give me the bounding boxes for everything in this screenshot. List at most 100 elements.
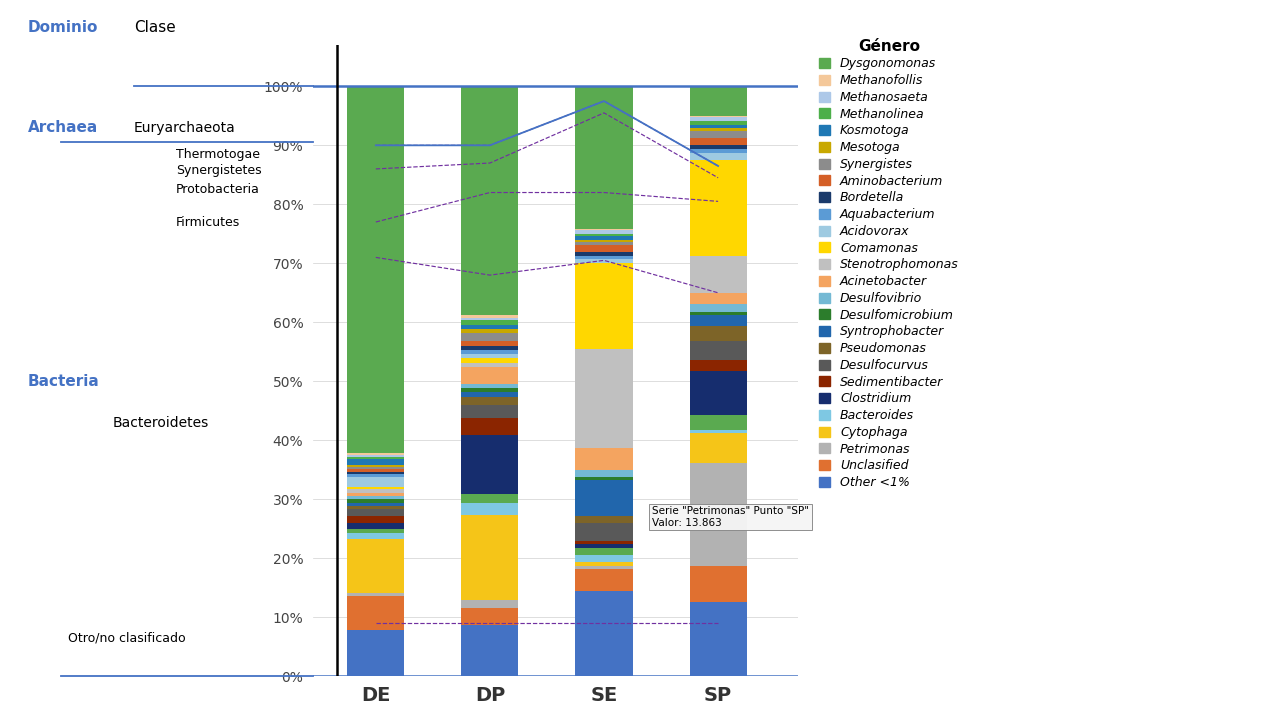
Bar [347, 523, 404, 529]
Bar [347, 593, 404, 596]
Bar [347, 596, 404, 629]
Bar [575, 548, 633, 555]
Bar [575, 230, 633, 234]
Bar [689, 256, 746, 293]
Bar [575, 566, 633, 570]
Bar [462, 354, 518, 359]
Bar [347, 456, 404, 459]
Bar [462, 320, 518, 325]
Bar [462, 392, 518, 397]
Bar [462, 388, 518, 392]
Bar [689, 463, 746, 565]
Bar [575, 480, 633, 516]
Text: Thermotogae: Thermotogae [176, 148, 260, 161]
Bar [347, 469, 404, 472]
Bar [347, 454, 404, 455]
Bar [689, 433, 746, 463]
Text: Bacteroidetes: Bacteroidetes [112, 415, 208, 430]
Bar [462, 350, 518, 354]
Text: Firmicutes: Firmicutes [176, 215, 240, 228]
Text: Otro/no clasificado: Otro/no clasificado [68, 631, 185, 644]
Bar [347, 496, 404, 500]
Bar [347, 503, 404, 506]
Bar [347, 629, 404, 676]
Bar [689, 138, 746, 145]
Bar [689, 565, 746, 603]
Bar [689, 145, 746, 149]
Bar [575, 86, 633, 229]
Bar [689, 415, 746, 430]
Bar [575, 234, 633, 236]
Bar [462, 600, 518, 608]
Bar [689, 153, 746, 160]
Bar [575, 256, 633, 259]
Bar [689, 86, 746, 116]
Bar [347, 455, 404, 456]
Bar [462, 397, 518, 405]
Bar [575, 242, 633, 246]
Bar [462, 367, 518, 384]
Bar [462, 346, 518, 350]
Bar [462, 435, 518, 494]
Bar [462, 384, 518, 388]
Bar [347, 506, 404, 510]
Bar [462, 494, 518, 503]
Bar [575, 541, 633, 544]
Bar [347, 500, 404, 503]
Bar [462, 86, 518, 315]
Bar [462, 503, 518, 516]
Bar [347, 459, 404, 465]
Bar [689, 149, 746, 153]
Bar [347, 492, 404, 496]
Bar [575, 544, 633, 548]
Bar [575, 240, 633, 242]
Bar [575, 469, 633, 477]
Bar [689, 359, 746, 371]
Bar [689, 315, 746, 326]
Bar [462, 608, 518, 626]
Bar [689, 326, 746, 341]
Bar [347, 539, 404, 593]
Bar [347, 472, 404, 474]
Bar [689, 430, 746, 433]
Bar [462, 626, 518, 676]
Bar [689, 130, 746, 138]
Text: Archaea: Archaea [28, 120, 98, 135]
Bar [575, 348, 633, 449]
Text: Bacteria: Bacteria [28, 374, 100, 389]
Bar [575, 516, 633, 523]
Legend: Dysgonomonas, Methanofollis, Methanosaeta, Methanolinea, Kosmotoga, Mesotoga, Sy: Dysgonomonas, Methanofollis, Methanosaet… [819, 39, 958, 489]
Bar [689, 121, 746, 125]
Bar [462, 341, 518, 346]
Bar [575, 555, 633, 562]
Bar [575, 229, 633, 230]
Bar [689, 304, 746, 312]
Text: Protobacteria: Protobacteria [176, 183, 260, 196]
Bar [575, 263, 633, 348]
Text: Euryarchaeota: Euryarchaeota [134, 121, 236, 135]
Bar [347, 490, 404, 492]
Bar [347, 487, 404, 490]
Bar [575, 523, 633, 541]
Bar [689, 603, 746, 676]
Bar [689, 116, 746, 117]
Bar [462, 315, 518, 318]
Bar [575, 449, 633, 469]
Bar [689, 371, 746, 415]
Bar [689, 341, 746, 359]
Bar [575, 570, 633, 591]
Bar [689, 160, 746, 256]
Text: Clase: Clase [134, 20, 176, 35]
Bar [689, 128, 746, 130]
Bar [347, 477, 404, 487]
Bar [347, 516, 404, 523]
Text: Synergistetes: Synergistetes [176, 163, 262, 176]
Bar [689, 125, 746, 128]
Bar [689, 117, 746, 121]
Bar [462, 318, 518, 320]
Bar [347, 510, 404, 516]
Bar [689, 312, 746, 315]
Bar [575, 591, 633, 676]
Bar [462, 333, 518, 341]
Bar [347, 86, 404, 454]
